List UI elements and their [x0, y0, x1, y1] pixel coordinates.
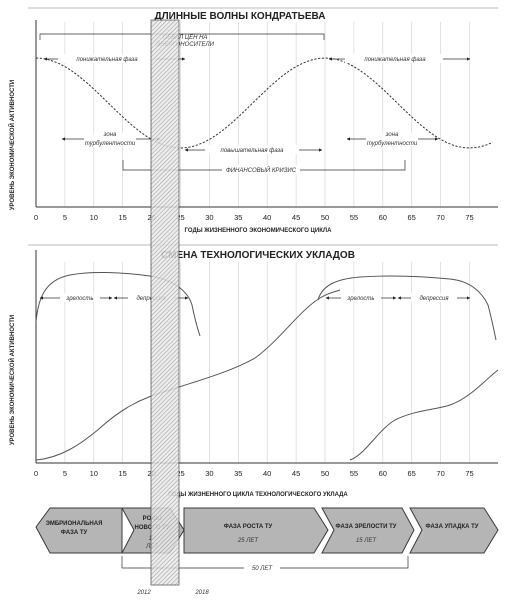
bottom-tick-labels: 051015202530354045505560657075: [34, 469, 474, 478]
phase-arrow-decline: [409, 507, 499, 554]
bottom-x-label: ГОДЫ ЖИЗНЕННОГО ЦИКЛА ТЕХНОЛОГИЧЕСКОГО У…: [168, 492, 348, 498]
phase-growth-years: 25 ЛЕТ: [237, 538, 259, 544]
turbulence-2-line1: зона: [385, 132, 399, 138]
label-bg: [222, 165, 300, 174]
maturity-label-2: зрелость: [346, 296, 374, 302]
label-bg: [345, 54, 443, 63]
phase-arrow-maturity: [321, 507, 415, 554]
kondratiev-wave: [35, 57, 493, 149]
tick-label: 45: [292, 469, 300, 478]
tick-label: 0: [34, 469, 38, 478]
depression-label-2: депрессия: [419, 296, 449, 302]
tick-label: 5: [63, 213, 67, 222]
top-x-label: ГОДЫ ЖИЗНЕННОГО ЭКОНОМИЧЕСКОГО ЦИКЛА: [185, 228, 333, 234]
turbulence-2-line2: турбулентности: [367, 141, 418, 147]
bottom-grid: [64, 262, 470, 463]
top-tick-labels: 051015202530354045505560657075: [34, 213, 474, 222]
tick-label: 70: [436, 213, 444, 222]
top-title: ДЛИННЫЕ ВОЛНЫ КОНДРАТЬЕВА: [155, 11, 326, 22]
label-bg: [411, 293, 457, 302]
tick-label: 25: [176, 469, 184, 478]
tick-label: 40: [263, 213, 271, 222]
price-collapse-bracket: [39, 33, 325, 40]
tick-label: 50: [321, 213, 329, 222]
bottom-title: СМЕНА ТЕХНОЛОГИЧЕСКИХ УКЛАДОВ: [161, 250, 355, 261]
tick-label: 75: [465, 469, 473, 478]
year-start-label: 2012: [136, 590, 151, 596]
bottom-chart: СМЕНА ТЕХНОЛОГИЧЕСКИХ УКЛАДОВ УРОВЕНЬ ЭК…: [8, 244, 499, 498]
bottom-y-label: УРОВЕНЬ ЭКОНОМИЧЕСКОЙ АКТИВНОСТИ: [8, 315, 16, 445]
maturity-label-1: зрелость: [65, 296, 93, 302]
tick-label: 60: [379, 469, 387, 478]
growth-curve-2: [349, 369, 499, 461]
label-bg: [244, 563, 280, 572]
tick-label: 40: [263, 469, 271, 478]
phase-arrows: ЭМБРИОНАЛЬНАЯ ФАЗА ТУ РОДЫ НОВОГО ТУ 10 …: [35, 507, 499, 554]
down-phase-label-2: понижательная фаза: [364, 57, 426, 63]
tick-label: 55: [350, 213, 358, 222]
hump-curve-1: [35, 271, 201, 337]
label-bg: [205, 145, 299, 154]
tick-label: 30: [205, 469, 213, 478]
turbulence-1-line1: зона: [103, 132, 117, 138]
label-bg: [366, 133, 418, 147]
fifty-years-label: 50 ЛЕТ: [252, 566, 273, 572]
year-end-label: 2018: [194, 590, 209, 596]
down-phase-label-1: понижательная фаза: [76, 57, 138, 63]
tick-label: 0: [34, 213, 38, 222]
phase-maturity-label: ФАЗА ЗРЕЛОСТИ ТУ: [336, 524, 397, 530]
growth-curve-1: [35, 289, 341, 461]
tick-label: 15: [119, 213, 127, 222]
phase-maturity-years: 15 ЛЕТ: [356, 538, 377, 544]
tick-label: 25: [176, 213, 184, 222]
financial-crisis-label: ФИНАНСОВЫЙ КРИЗИС: [226, 166, 297, 174]
label-bg: [58, 54, 156, 63]
tick-label: 15: [119, 469, 127, 478]
tick-label: 30: [205, 213, 213, 222]
tick-label: 55: [350, 469, 358, 478]
tick-label: 75: [465, 213, 473, 222]
turbulence-1-line2: турбулентности: [85, 141, 136, 147]
tick-label: 65: [408, 213, 416, 222]
tick-label: 65: [408, 469, 416, 478]
price-label-line2: ЭНЕРГОНОСИТЕЛИ: [156, 42, 215, 48]
label-bg: [60, 293, 100, 302]
tick-label: 35: [234, 213, 242, 222]
phase-arrow-embryonic: [35, 507, 123, 554]
tick-label: 45: [292, 213, 300, 222]
phase-embryonic-line1: ЭМБРИОНАЛЬНАЯ: [46, 521, 103, 527]
phase-embryonic-line2: ФАЗА ТУ: [61, 530, 88, 536]
tick-label: 35: [234, 469, 242, 478]
top-y-label: УРОВЕНЬ ЭКОНОМИЧЕСКОЙ АКТИВНОСТИ: [8, 80, 16, 210]
phase-growth-label: ФАЗА РОСТА ТУ: [224, 524, 273, 530]
label-bg: [84, 133, 136, 147]
tick-label: 10: [90, 469, 98, 478]
top-chart: ДЛИННЫЕ ВОЛНЫ КОНДРАТЬЕВА УРОВЕНЬ ЭКОНОМ…: [8, 7, 498, 234]
tick-label: 10: [90, 213, 98, 222]
up-phase-label: повышательная фаза: [221, 148, 285, 154]
label-bg: [341, 293, 381, 302]
tick-label: 60: [379, 213, 387, 222]
tick-label: 5: [63, 469, 67, 478]
hump-curve-2: [317, 275, 497, 341]
price-label-line1: ОБВАЛ ЦЕН НА: [163, 35, 208, 41]
transition-band: [150, 19, 180, 586]
phase-decline-label: ФАЗА УПАДКА ТУ: [426, 524, 479, 530]
tick-label: 50: [321, 469, 329, 478]
top-grid: [64, 22, 470, 207]
tick-label: 70: [436, 469, 444, 478]
phase-arrow-growth: [183, 507, 329, 554]
